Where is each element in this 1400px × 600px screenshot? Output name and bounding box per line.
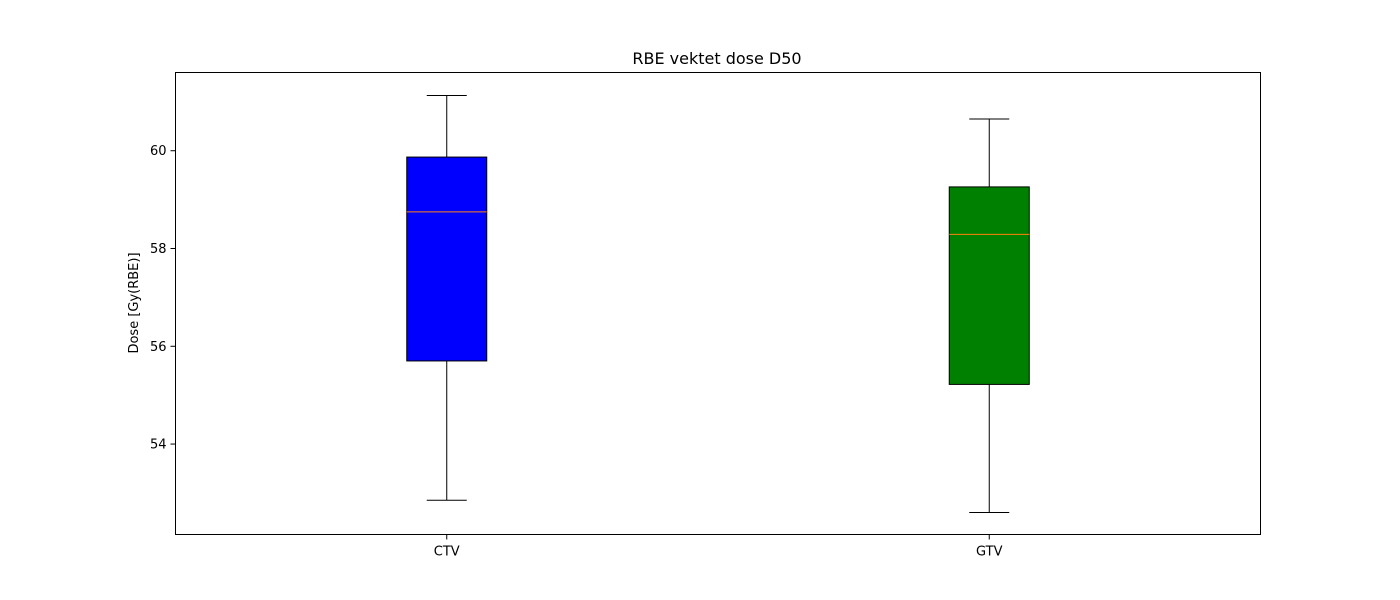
y-tick-label: 60	[150, 144, 167, 159]
box-gtv	[948, 186, 1030, 385]
y-tick-label: 54	[150, 438, 167, 453]
y-axis-label: Dose [Gy(RBE)]	[127, 252, 142, 353]
plot-area: 54 56 58 60 CTV GTV	[150, 94, 1030, 560]
x-tick-label: CTV	[434, 545, 460, 560]
plot-frame	[175, 72, 1261, 535]
box-ctv	[406, 156, 488, 362]
y-tick-label: 58	[150, 242, 167, 257]
x-tick-label: GTV	[976, 545, 1003, 560]
y-tick-label: 56	[150, 340, 167, 355]
chart-title: RBE vektet dose D50	[632, 49, 801, 68]
